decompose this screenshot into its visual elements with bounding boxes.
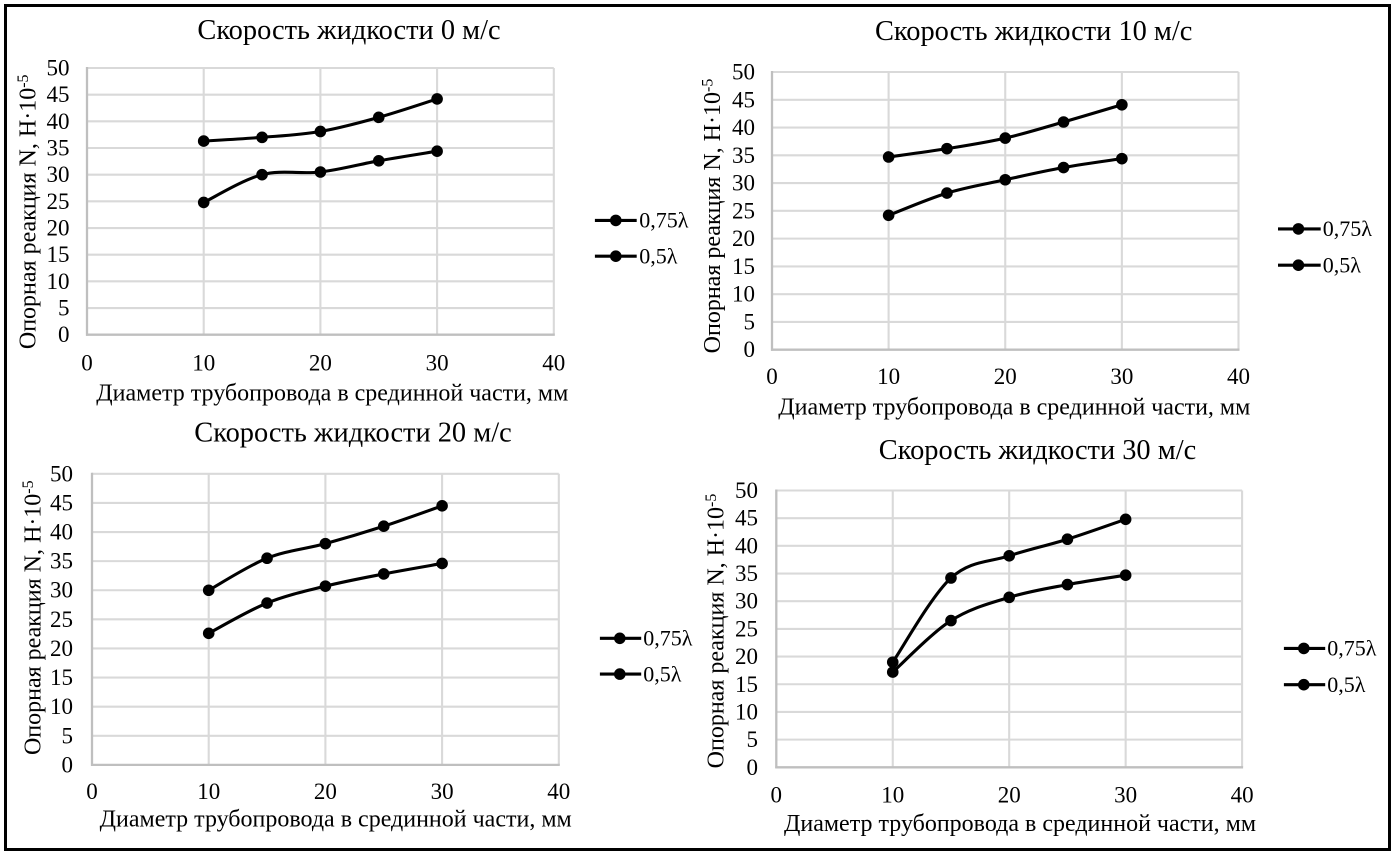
svg-text:20: 20 (735, 644, 758, 669)
svg-text:30: 30 (50, 578, 73, 603)
svg-text:0,5λ: 0,5λ (1323, 252, 1362, 277)
svg-text:40: 40 (732, 115, 755, 140)
svg-text:25: 25 (735, 616, 758, 641)
svg-text:20: 20 (998, 783, 1021, 808)
svg-text:Скорость жидкости 10 м/с: Скорость жидкости 10 м/с (875, 16, 1192, 47)
svg-text:0,75λ: 0,75λ (1323, 216, 1373, 241)
svg-text:45: 45 (50, 490, 73, 515)
svg-text:35: 35 (735, 561, 758, 586)
svg-text:25: 25 (732, 198, 755, 223)
svg-text:0,75λ: 0,75λ (1327, 636, 1377, 661)
svg-text:20: 20 (732, 226, 755, 251)
svg-text:5: 5 (744, 309, 756, 334)
svg-text:20: 20 (314, 779, 337, 804)
svg-text:10: 10 (732, 282, 755, 307)
svg-text:0: 0 (744, 337, 756, 362)
svg-text:30: 30 (1114, 783, 1137, 808)
svg-text:50: 50 (735, 478, 758, 503)
svg-text:Диаметр трубопровода в срединн: Диаметр трубопровода в срединной части, … (784, 811, 1256, 837)
svg-text:Скорость жидкости 30 м/с: Скорость жидкости 30 м/с (879, 435, 1196, 466)
svg-text:45: 45 (735, 506, 758, 531)
svg-text:Опорная реакция N, Н·10-5: Опорная реакция N, Н·10-5 (703, 494, 730, 769)
svg-text:35: 35 (732, 143, 755, 168)
svg-text:10: 10 (47, 269, 70, 294)
svg-text:10: 10 (50, 694, 73, 719)
svg-text:45: 45 (47, 82, 70, 107)
svg-text:0: 0 (62, 752, 74, 777)
svg-text:10: 10 (197, 779, 220, 804)
svg-text:0: 0 (58, 322, 70, 347)
svg-text:20: 20 (47, 216, 70, 241)
svg-text:30: 30 (426, 351, 449, 376)
svg-text:15: 15 (732, 254, 755, 279)
svg-text:10: 10 (192, 351, 215, 376)
svg-text:40: 40 (735, 533, 758, 558)
svg-text:20: 20 (309, 351, 332, 376)
svg-text:5: 5 (62, 723, 74, 748)
svg-text:0,75λ: 0,75λ (639, 208, 689, 233)
svg-text:0: 0 (771, 783, 783, 808)
svg-text:30: 30 (735, 589, 758, 614)
svg-text:0,75λ: 0,75λ (643, 626, 693, 651)
svg-text:10: 10 (877, 364, 900, 389)
svg-text:0,5λ: 0,5λ (639, 243, 678, 268)
svg-text:40: 40 (50, 520, 73, 545)
svg-text:15: 15 (735, 672, 758, 697)
svg-text:15: 15 (47, 242, 70, 267)
svg-text:20: 20 (994, 364, 1017, 389)
svg-text:40: 40 (47, 109, 70, 134)
svg-text:0: 0 (86, 779, 98, 804)
svg-text:5: 5 (58, 296, 70, 321)
svg-text:Диаметр трубопровода в срединн: Диаметр трубопровода в срединной части, … (96, 381, 568, 407)
svg-text:0: 0 (766, 364, 778, 389)
svg-text:Скорость жидкости 0 м/с: Скорость жидкости 0 м/с (197, 15, 500, 46)
svg-text:40: 40 (1227, 364, 1250, 389)
svg-text:0: 0 (747, 755, 759, 780)
svg-text:40: 40 (542, 351, 565, 376)
svg-text:25: 25 (47, 189, 70, 214)
svg-text:35: 35 (47, 136, 70, 161)
svg-text:50: 50 (732, 60, 755, 85)
svg-text:0: 0 (81, 351, 93, 376)
svg-text:30: 30 (431, 779, 454, 804)
svg-text:40: 40 (1231, 783, 1254, 808)
svg-text:45: 45 (732, 87, 755, 112)
svg-text:10: 10 (735, 699, 758, 724)
svg-text:Опорная реакция N, Н·10-5: Опорная реакция N, Н·10-5 (15, 74, 42, 349)
svg-text:Опорная реакция N, Н·10-5: Опорная реакция N, Н·10-5 (20, 480, 47, 755)
svg-text:50: 50 (47, 56, 70, 81)
svg-text:15: 15 (50, 665, 73, 690)
svg-text:Опорная реакция N, Н·10-5: Опорная реакция N, Н·10-5 (700, 79, 727, 354)
svg-text:30: 30 (47, 162, 70, 187)
svg-text:10: 10 (881, 783, 904, 808)
svg-text:30: 30 (1110, 364, 1133, 389)
svg-text:25: 25 (50, 607, 73, 632)
svg-text:30: 30 (732, 171, 755, 196)
svg-text:20: 20 (50, 636, 73, 661)
svg-text:Скорость жидкости 20 м/с: Скорость жидкости 20 м/с (194, 418, 511, 449)
svg-text:35: 35 (50, 549, 73, 574)
svg-text:Диаметр трубопровода в срединн: Диаметр трубопровода в срединной части, … (778, 395, 1250, 421)
svg-text:50: 50 (50, 461, 73, 486)
svg-text:40: 40 (547, 779, 570, 804)
svg-text:0,5λ: 0,5λ (1327, 672, 1366, 697)
svg-text:0,5λ: 0,5λ (643, 661, 682, 686)
svg-text:5: 5 (747, 727, 759, 752)
svg-text:Диаметр трубопровода в срединн: Диаметр трубопровода в срединной части, … (100, 807, 572, 833)
